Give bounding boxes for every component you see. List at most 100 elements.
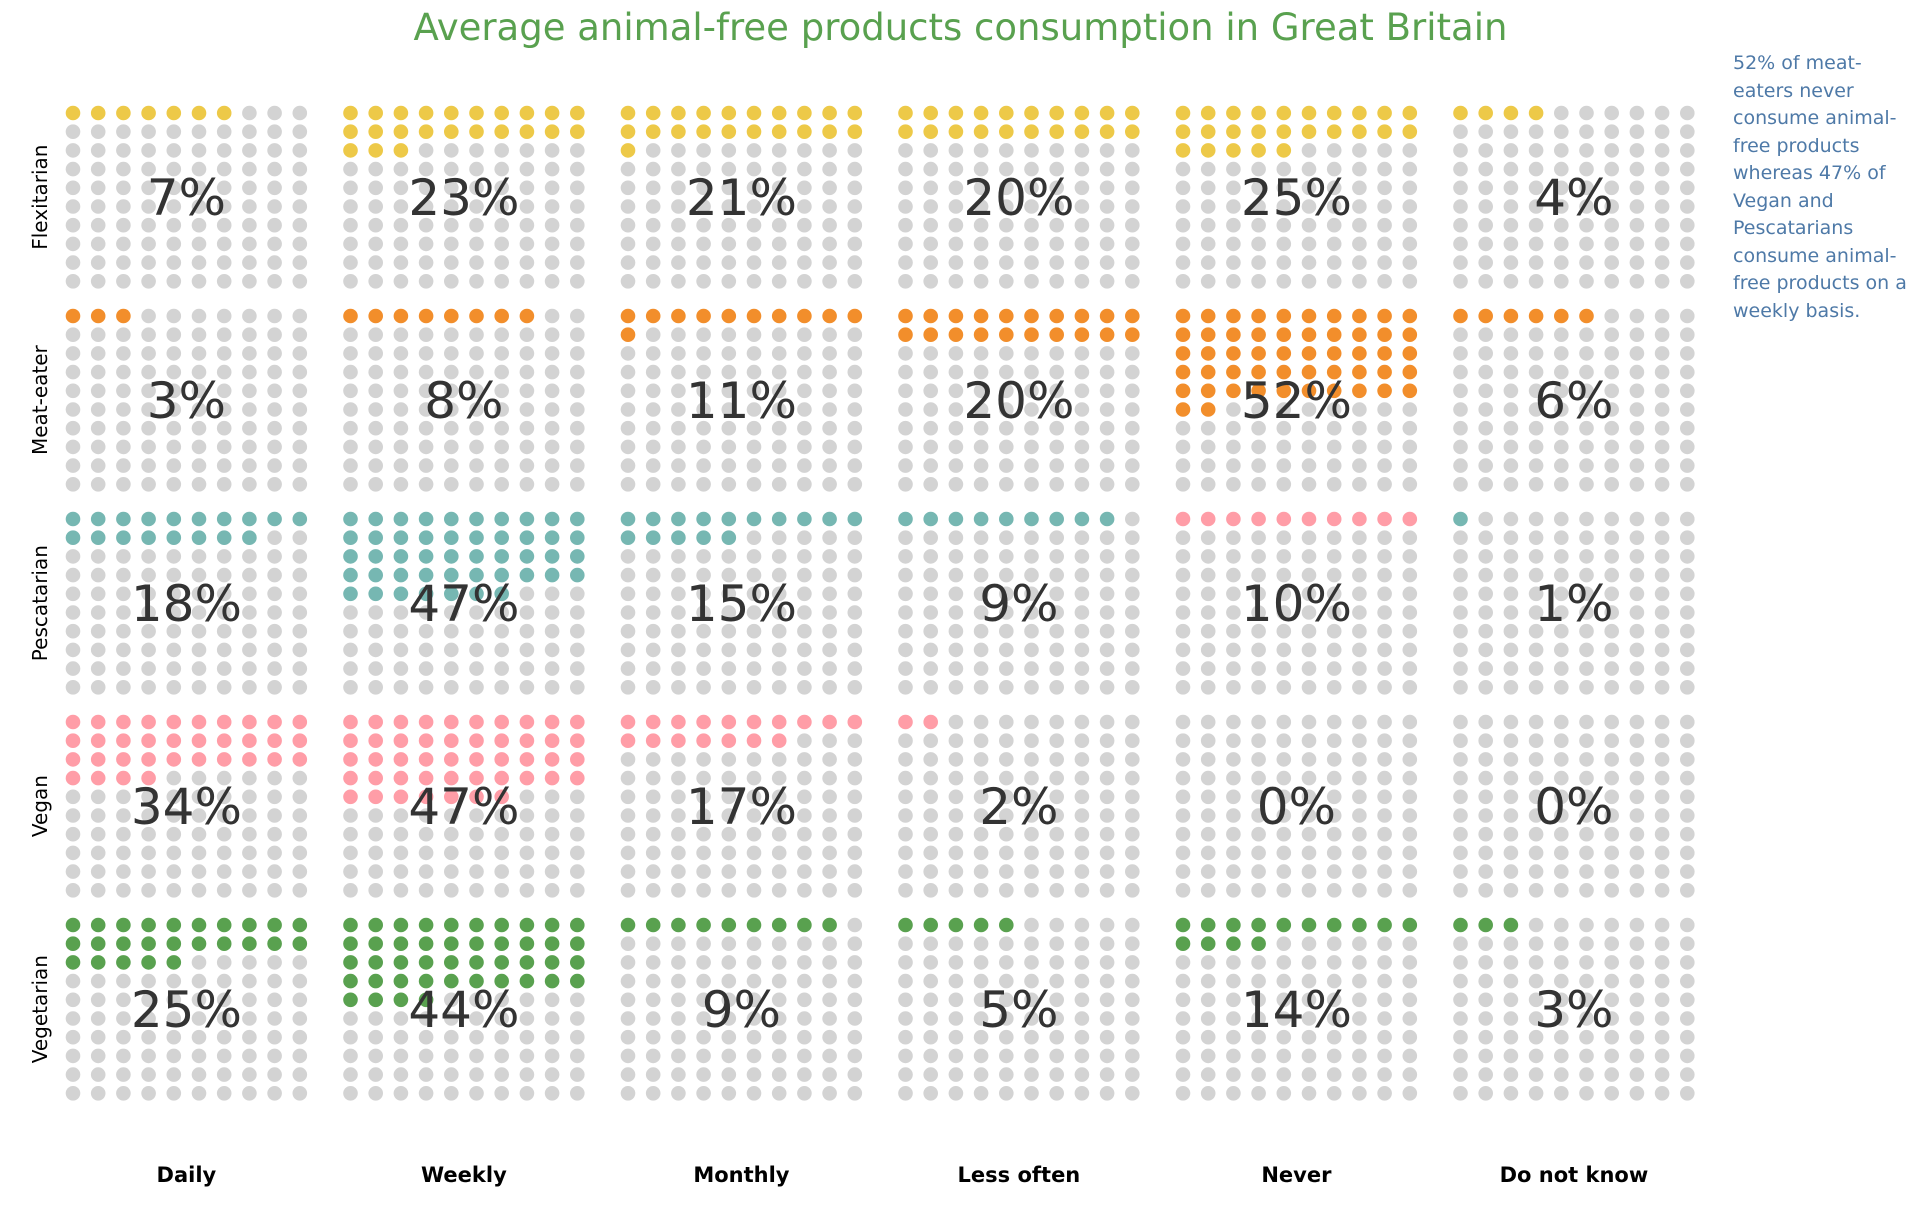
waffle-dot-empty bbox=[1276, 567, 1292, 583]
waffle-dot-empty bbox=[847, 733, 863, 748]
waffle-dot-empty bbox=[999, 439, 1014, 455]
waffle-dot-empty bbox=[1125, 936, 1140, 951]
waffle-dot-empty bbox=[343, 808, 358, 823]
waffle-dot-empty bbox=[1579, 346, 1594, 361]
waffle-dot-empty bbox=[1402, 955, 1418, 970]
waffle-dot-empty bbox=[242, 161, 257, 177]
waffle-dot-filled bbox=[923, 105, 938, 121]
waffle-dot-empty bbox=[519, 217, 535, 233]
waffle-dot-empty bbox=[1200, 420, 1216, 436]
waffle-dot-empty bbox=[973, 752, 989, 767]
waffle-dot-empty bbox=[948, 402, 964, 417]
waffle-dot-empty bbox=[1276, 864, 1292, 879]
waffle-dot-empty bbox=[166, 308, 182, 324]
waffle-dot-empty bbox=[191, 327, 207, 343]
waffle-dot-empty bbox=[292, 364, 308, 380]
waffle-dot-empty bbox=[292, 530, 308, 545]
waffle-dot-empty bbox=[1604, 752, 1619, 767]
waffle-dot-empty bbox=[1326, 992, 1342, 1008]
waffle-dot-empty bbox=[1604, 439, 1619, 455]
waffle-dot-empty bbox=[1125, 808, 1140, 823]
waffle-dot-empty bbox=[116, 623, 131, 639]
waffle-dot-empty bbox=[1554, 477, 1569, 492]
waffle-dot-empty bbox=[1099, 1048, 1115, 1064]
waffle-dot-empty bbox=[771, 383, 787, 399]
waffle-dot-empty bbox=[444, 477, 459, 492]
waffle-dot-empty bbox=[1528, 586, 1544, 602]
waffle-dot-filled bbox=[368, 530, 384, 545]
waffle-panel: 0% bbox=[1453, 714, 1695, 898]
waffle-dot-empty bbox=[65, 992, 81, 1008]
waffle-dot-filled bbox=[671, 917, 686, 933]
waffle-dot-empty bbox=[1554, 623, 1569, 639]
waffle-dot-empty bbox=[696, 955, 711, 970]
waffle-dot-empty bbox=[999, 402, 1014, 417]
waffle-dot-filled bbox=[1099, 511, 1115, 527]
waffle-dot-filled bbox=[620, 917, 636, 933]
waffle-dot-empty bbox=[1680, 458, 1695, 473]
waffle-dot-filled bbox=[570, 714, 585, 730]
waffle-dot-empty bbox=[1377, 567, 1392, 583]
waffle-dot-empty bbox=[368, 1029, 384, 1045]
waffle-dot-empty bbox=[620, 770, 636, 786]
waffle-dot-empty bbox=[1024, 623, 1039, 639]
waffle-dot-empty bbox=[1503, 458, 1519, 473]
waffle-dot-empty bbox=[822, 789, 837, 805]
waffle-dot-empty bbox=[999, 992, 1014, 1008]
waffle-dot-empty bbox=[1503, 623, 1519, 639]
waffle-dot-empty bbox=[822, 992, 837, 1008]
waffle-dot-empty bbox=[1024, 845, 1039, 861]
waffle-dot-empty bbox=[368, 864, 384, 879]
waffle-dot-empty bbox=[1024, 864, 1039, 879]
waffle-dot-empty bbox=[822, 439, 837, 455]
waffle-dot-empty bbox=[1049, 143, 1064, 158]
waffle-dot-empty bbox=[1579, 327, 1594, 343]
waffle-dot-empty bbox=[1453, 477, 1468, 492]
waffle-dot-empty bbox=[1276, 661, 1292, 676]
waffle-dot-empty bbox=[1276, 420, 1292, 436]
waffle-dot-empty bbox=[898, 845, 913, 861]
waffle-dot-empty bbox=[1503, 680, 1519, 695]
waffle-dot-empty bbox=[1099, 1067, 1115, 1082]
waffle-dot-empty bbox=[898, 530, 913, 545]
waffle-dot-filled bbox=[65, 770, 81, 786]
waffle-dot-empty bbox=[1528, 236, 1544, 252]
waffle-dot-filled bbox=[519, 936, 535, 951]
waffle-dot-filled bbox=[216, 511, 232, 527]
waffle-dot-empty bbox=[469, 439, 484, 455]
waffle-dot-empty bbox=[1125, 217, 1140, 233]
waffle-dot-empty bbox=[746, 680, 762, 695]
waffle-dot-empty bbox=[90, 402, 106, 417]
waffle-dot-empty bbox=[216, 161, 232, 177]
waffle-dot-empty bbox=[1579, 680, 1594, 695]
waffle-dot-empty bbox=[771, 1067, 787, 1082]
waffle-dot-empty bbox=[1251, 883, 1266, 898]
waffle-dot-empty bbox=[1074, 143, 1090, 158]
waffle-dot-empty bbox=[1453, 770, 1468, 786]
waffle-dot-filled bbox=[519, 308, 535, 324]
waffle-dot-empty bbox=[1074, 661, 1090, 676]
waffle-dot-empty bbox=[1377, 955, 1392, 970]
waffle-dot-filled bbox=[570, 549, 585, 564]
waffle-dot-filled bbox=[343, 733, 358, 748]
waffle-dot-empty bbox=[1402, 1086, 1418, 1101]
waffle-dot-empty bbox=[1251, 1029, 1266, 1045]
waffle-dot-empty bbox=[343, 327, 358, 343]
waffle-dot-empty bbox=[368, 383, 384, 399]
waffle-dot-empty bbox=[1654, 567, 1670, 583]
waffle-dot-empty bbox=[267, 199, 282, 214]
waffle-dot-empty bbox=[1276, 199, 1292, 214]
waffle-dot-empty bbox=[923, 1086, 938, 1101]
waffle-dot-empty bbox=[746, 936, 762, 951]
waffle-dot-filled bbox=[393, 973, 409, 989]
waffle-dot-empty bbox=[1680, 864, 1695, 879]
waffle-dot-empty bbox=[519, 420, 535, 436]
waffle-dot-empty bbox=[1125, 1067, 1140, 1082]
waffle-dot-empty bbox=[797, 420, 812, 436]
waffle-dot-filled bbox=[469, 714, 484, 730]
waffle-panel: 34% bbox=[65, 714, 308, 898]
waffle-dot-empty bbox=[494, 661, 510, 676]
waffle-dot-empty bbox=[1629, 623, 1645, 639]
waffle-dot-empty bbox=[1125, 1011, 1140, 1026]
